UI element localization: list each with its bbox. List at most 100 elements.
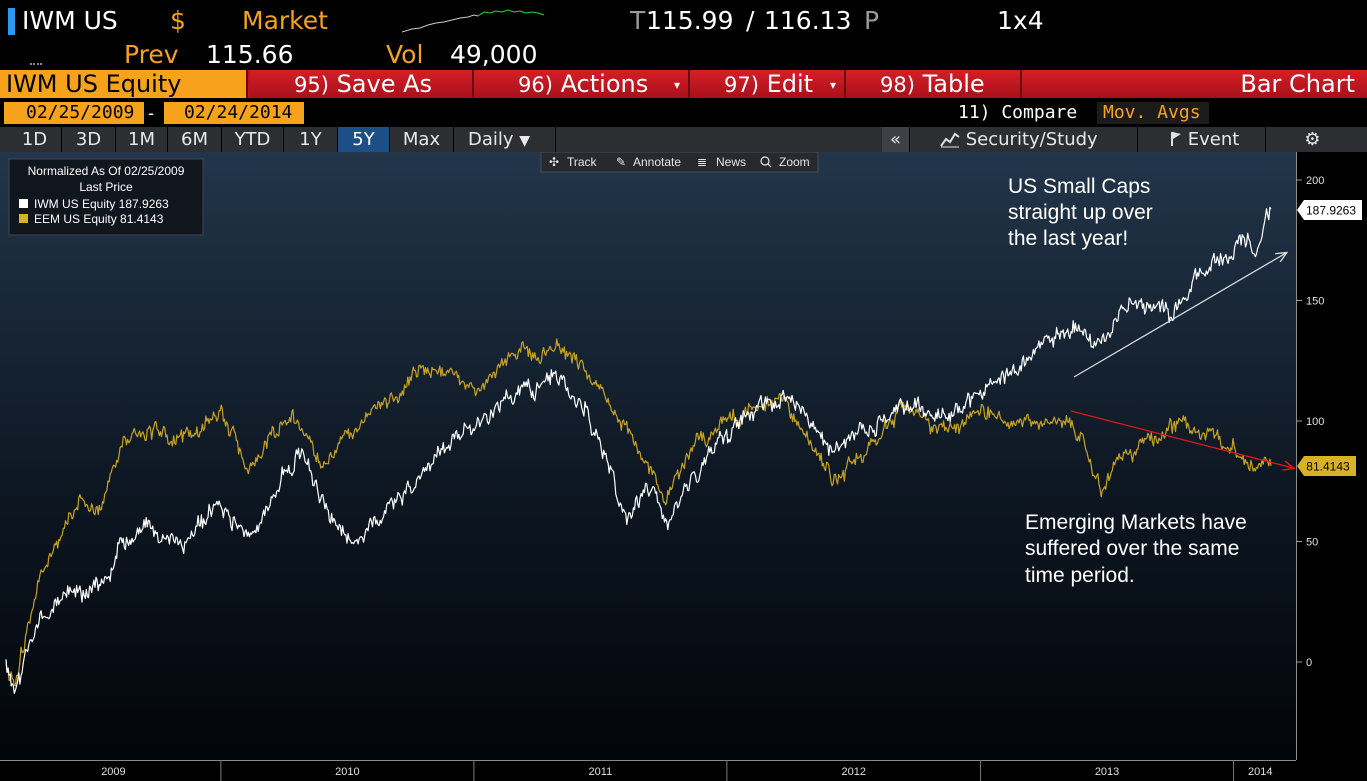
news-label: News	[716, 155, 746, 169]
x-tick-label: 2009	[101, 766, 125, 778]
edit-menu[interactable]: 97) Edit ▾	[690, 70, 846, 98]
security-study-button[interactable]: Security/Study	[910, 127, 1138, 152]
quote-subheader: Prev 115.66 Vol 49,000	[0, 40, 1367, 69]
table-number: 98)	[880, 73, 915, 97]
prev-label: Prev	[124, 40, 179, 69]
date-range-row: 02/25/2009 - 02/24/2014 11) Compare Mov.…	[0, 100, 1367, 126]
edit-label: Edit	[766, 70, 814, 98]
period-toolbar: 1D 3D 1M 6M YTD 1Y 5Y Max Daily ▼ « Secu…	[0, 127, 1367, 152]
x-tick-label: 2013	[1095, 766, 1119, 778]
bid-ask-size: 1x4	[997, 6, 1044, 35]
iwm-last-value: 187.9263	[1306, 204, 1356, 218]
actions-label: Actions	[560, 70, 649, 98]
quote-p-flag: P	[864, 6, 880, 35]
legend-iwm-swatch	[19, 199, 28, 208]
quote-trade-flag: T	[630, 6, 646, 35]
security-study-label: Security/Study	[965, 129, 1098, 150]
chart-type-label[interactable]: Bar Chart	[1022, 70, 1367, 98]
menu-bar: IWM US Equity 95) Save As 96) Actions ▾ …	[0, 70, 1367, 98]
legend-last-price: Last Price	[79, 180, 133, 194]
crosshair-icon: ✣	[549, 155, 559, 169]
chart-tools: ✣ Track ✎ Annotate ≣ News Zoom	[540, 152, 819, 173]
zoom-label: Zoom	[779, 155, 810, 169]
legend-iwm-label: IWM US Equity 187.9263	[34, 197, 169, 211]
x-axis-ticks: 2009 2010 2011 2012 2013 2014	[101, 760, 1273, 781]
period-1d-button[interactable]: 1D	[8, 127, 62, 152]
compare-button[interactable]: 11) Compare	[958, 102, 1078, 123]
frequency-dropdown[interactable]: Daily ▼	[454, 127, 556, 152]
period-max-button[interactable]: Max	[390, 127, 454, 152]
frequency-label: Daily	[468, 129, 514, 150]
track-label: Track	[567, 155, 598, 169]
end-date-field[interactable]: 02/24/2014	[164, 102, 304, 124]
legend-normalized: Normalized As Of 02/25/2009	[28, 164, 185, 178]
event-label: Event	[1187, 129, 1240, 150]
sparkline	[402, 9, 545, 33]
annotation-line: time period.	[1025, 564, 1135, 587]
price-chart[interactable]: 0 50 100 150 200 2009 2010 2011 2012 2013 2014 18…	[0, 152, 1367, 781]
ticker-symbol[interactable]: IWM US	[22, 6, 118, 35]
sparkline-white	[402, 14, 479, 33]
x-tick-label: 2014	[1248, 766, 1272, 778]
vol-value: 49,000	[450, 40, 538, 69]
magnifier-handle	[767, 163, 772, 168]
period-6m-button[interactable]: 6M	[168, 127, 222, 152]
y-tick-label: 200	[1306, 175, 1324, 187]
actions-number: 96)	[518, 73, 553, 97]
currency-symbol: $	[170, 6, 186, 35]
annotation-line: the last year!	[1008, 227, 1128, 250]
uptrend-arrow	[1073, 253, 1286, 378]
sparkline-green	[477, 9, 545, 17]
magnifier-icon	[760, 156, 770, 166]
eem-series-line	[5, 338, 1272, 687]
y-tick-label: 150	[1306, 296, 1324, 308]
period-1m-button[interactable]: 1M	[116, 127, 168, 152]
security-field[interactable]: IWM US Equity	[0, 70, 248, 98]
iwm-series-line	[5, 206, 1272, 694]
annotation-line: straight up over	[1008, 201, 1153, 224]
y-tick-label: 50	[1306, 537, 1318, 549]
vol-label: Vol	[386, 40, 424, 69]
save-as-button[interactable]: 95) Save As	[250, 70, 474, 98]
market-label: Market	[242, 6, 328, 35]
triangle-down-icon: ▼	[519, 133, 531, 149]
table-button[interactable]: 98) Table	[846, 70, 1022, 98]
quote-header: IWM US $ Market T 115.99 / 116.13 P 1x4	[0, 0, 1367, 40]
iwm-last-value-tag: 187.9263	[1297, 200, 1362, 220]
news-button[interactable]: ≣ News	[697, 155, 746, 169]
track-button[interactable]: ✣ Track	[549, 155, 598, 169]
plot-background	[0, 152, 1296, 760]
pencil-icon: ✎	[616, 155, 626, 169]
downtrend-arrow	[1070, 410, 1293, 468]
period-5y-button[interactable]: 5Y	[338, 127, 390, 152]
edit-number: 97)	[724, 73, 759, 97]
period-3d-button[interactable]: 3D	[62, 127, 116, 152]
dots-indicator	[30, 60, 42, 65]
zoom-button[interactable]: Zoom	[760, 155, 810, 169]
annotate-label: Annotate	[633, 155, 681, 169]
annotate-button[interactable]: ✎ Annotate	[616, 155, 681, 169]
save-as-label: Save As	[336, 70, 433, 98]
table-label: Table	[922, 70, 985, 98]
period-1y-button[interactable]: 1Y	[284, 127, 338, 152]
legend-box	[8, 158, 204, 236]
y-axis-ticks: 0 50 100 150 200	[1296, 175, 1324, 669]
start-date-field[interactable]: 02/25/2009	[4, 102, 144, 124]
eem-tag-shape	[1297, 456, 1356, 476]
x-tick-label: 2010	[335, 766, 359, 778]
legend-eem-swatch	[19, 214, 28, 223]
x-tick-label: 2012	[841, 766, 865, 778]
mov-avgs-button[interactable]: Mov. Avgs	[1097, 102, 1209, 124]
iwm-tag-shape	[1297, 200, 1362, 220]
y-tick-label: 100	[1306, 416, 1324, 428]
us-small-caps-annotation: US Small Caps straight up over the last …	[1008, 175, 1153, 250]
actions-menu[interactable]: 96) Actions ▾	[474, 70, 690, 98]
gear-icon: ⚙	[1304, 129, 1321, 150]
collapse-button[interactable]: «	[882, 127, 910, 152]
event-button[interactable]: Event	[1138, 127, 1266, 152]
time-axis-background	[0, 760, 1367, 781]
period-ytd-button[interactable]: YTD	[222, 127, 284, 152]
y-tick-label: 0	[1306, 657, 1312, 669]
settings-button[interactable]: ⚙	[1266, 127, 1359, 152]
bid-price: 115.99	[646, 6, 734, 35]
